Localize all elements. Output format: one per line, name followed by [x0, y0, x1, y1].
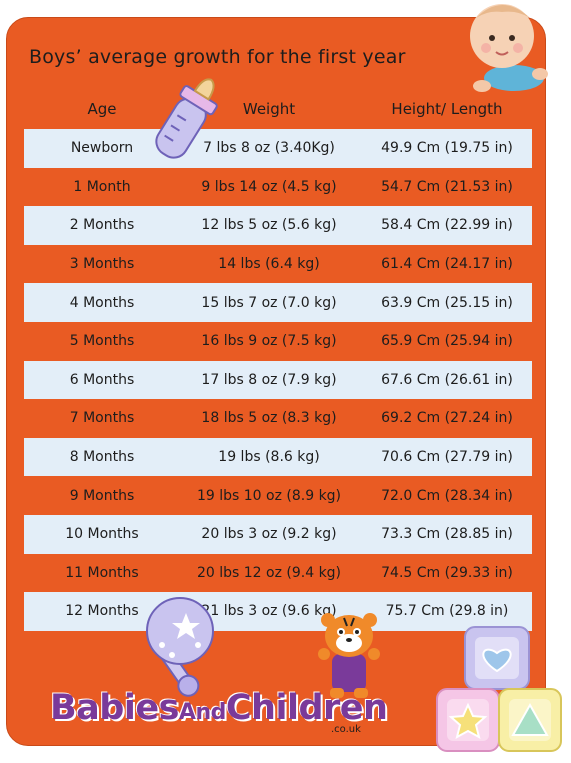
height-cell: 63.9 Cm (25.15 in) — [381, 294, 513, 311]
height-cell: 61.4 Cm (24.17 in) — [381, 256, 513, 273]
rattle-icon — [146, 597, 214, 697]
weight-cell: 20 lbs 3 oz (9.2 kg) — [201, 526, 337, 543]
age-cell: 6 Months — [69, 371, 135, 388]
table-row: 7 Months 18 lbs 5 oz (8.3 kg) 69.2 Cm (27.… — [24, 399, 532, 438]
table-row: 11 Months 20 lbs 12 oz (9.4 kg) 74.5 Cm (2… — [24, 554, 532, 593]
height-cell: 65.9 Cm (25.94 in) — [381, 333, 513, 350]
page-title: Boys’ average growth for the first year — [29, 46, 406, 68]
baby-bottle-icon — [155, 78, 218, 159]
table-row: 3 Months 14 lbs (6.4 kg) 61.4 Cm (24.17 in… — [24, 245, 532, 284]
growth-chart-card: Boys’ average growth for the first year … — [6, 17, 546, 746]
weight-cell: 20 lbs 12 oz (9.4 kg) — [196, 564, 342, 581]
table-row: 5 Months 16 lbs 9 oz (7.5 kg) 65.9 Cm (25.… — [24, 322, 532, 361]
table-row: 1 Month 9 lbs 14 oz (4.5 kg) 54.7 Cm (21.5… — [24, 168, 532, 207]
weight-cell: 14 lbs (6.4 kg) — [218, 256, 320, 273]
height-cell: 49.9 Cm (19.75 in) — [381, 140, 513, 157]
age-cell: 8 Months — [69, 449, 135, 466]
column-header-height: Height/ Length — [391, 100, 503, 118]
weight-cell: 15 lbs 7 oz (7.0 kg) — [201, 294, 337, 311]
age-cell: 5 Months — [69, 333, 135, 350]
age-cell: 12 Months — [65, 603, 139, 620]
table-row: 4 Months 15 lbs 7 oz (7.0 kg) 63.9 Cm (25.… — [24, 283, 532, 322]
toy-blocks-icon — [436, 626, 562, 752]
height-cell: 70.6 Cm (27.79 in) — [381, 449, 513, 466]
weight-cell: 16 lbs 9 oz (7.5 kg) — [201, 333, 337, 350]
table-row: 2 Months 12 lbs 5 oz (5.6 kg) 58.4 Cm (22.… — [24, 206, 532, 245]
table-row: 6 Months 17 lbs 8 oz (7.9 kg) 67.6 Cm (26.… — [24, 360, 532, 400]
table-row: 10 Months 20 lbs 3 oz (9.2 kg) 73.3 Cm (28… — [24, 514, 532, 554]
height-cell: 58.4 Cm (22.99 in) — [381, 217, 513, 234]
age-cell: 2 Months — [69, 217, 135, 234]
weight-cell: 19 lbs 10 oz (8.9 kg) — [196, 487, 342, 504]
table-row: 12 Months 21 lbs 3 oz (9.6 kg) 75.7 Cm (29… — [24, 592, 532, 631]
weight-cell: 12 lbs 5 oz (5.6 kg) — [201, 217, 337, 234]
weight-cell: 18 lbs 5 oz (8.3 kg) — [201, 410, 337, 427]
height-cell: 67.6 Cm (26.61 in) — [381, 371, 513, 388]
age-cell: 11 Months — [65, 564, 139, 581]
weight-cell: 21 lbs 3 oz (9.6 kg) — [201, 603, 337, 620]
age-cell: 3 Months — [69, 256, 135, 273]
age-cell: 4 Months — [69, 294, 135, 311]
weight-cell: 9 lbs 14 oz (4.5 kg) — [201, 178, 337, 195]
age-cell: 10 Months — [65, 526, 139, 543]
height-cell: 72.0 Cm (28.34 in) — [381, 487, 513, 504]
growth-table: Newborn 7 lbs 8 oz (3.40Kg) 49.9 Cm (19.75… — [24, 129, 532, 631]
height-cell: 54.7 Cm (21.53 in) — [381, 178, 513, 195]
age-cell: 9 Months — [69, 487, 135, 504]
brand-logo: BabiesAndChildren — [50, 688, 388, 728]
baby-icon — [470, 4, 548, 92]
brand-domain: .co.uk — [331, 724, 361, 735]
age-cell: 7 Months — [69, 410, 135, 427]
height-cell: 69.2 Cm (27.24 in) — [381, 410, 513, 427]
height-cell: 75.7 Cm (29.8 in) — [385, 603, 509, 620]
column-header-age: Age — [87, 100, 117, 118]
age-cell: 1 Month — [73, 178, 131, 195]
height-cell: 74.5 Cm (29.33 in) — [381, 564, 513, 581]
weight-cell: 17 lbs 8 oz (7.9 kg) — [201, 371, 337, 388]
table-row: 8 Months 19 lbs (8.6 kg) 70.6 Cm (27.79 in… — [24, 437, 532, 477]
weight-cell: 7 lbs 8 oz (3.40Kg) — [203, 140, 335, 157]
age-cell: Newborn — [70, 140, 134, 157]
table-row: 9 Months 19 lbs 10 oz (8.9 kg) 72.0 Cm (28… — [24, 476, 532, 515]
weight-cell: 19 lbs (8.6 kg) — [218, 449, 320, 466]
tiger-mascot-icon — [318, 613, 380, 698]
height-cell: 73.3 Cm (28.85 in) — [381, 526, 513, 543]
table-row: Newborn 7 lbs 8 oz (3.40Kg) 49.9 Cm (19.75… — [24, 129, 532, 168]
column-header-weight: Weight — [242, 100, 296, 118]
